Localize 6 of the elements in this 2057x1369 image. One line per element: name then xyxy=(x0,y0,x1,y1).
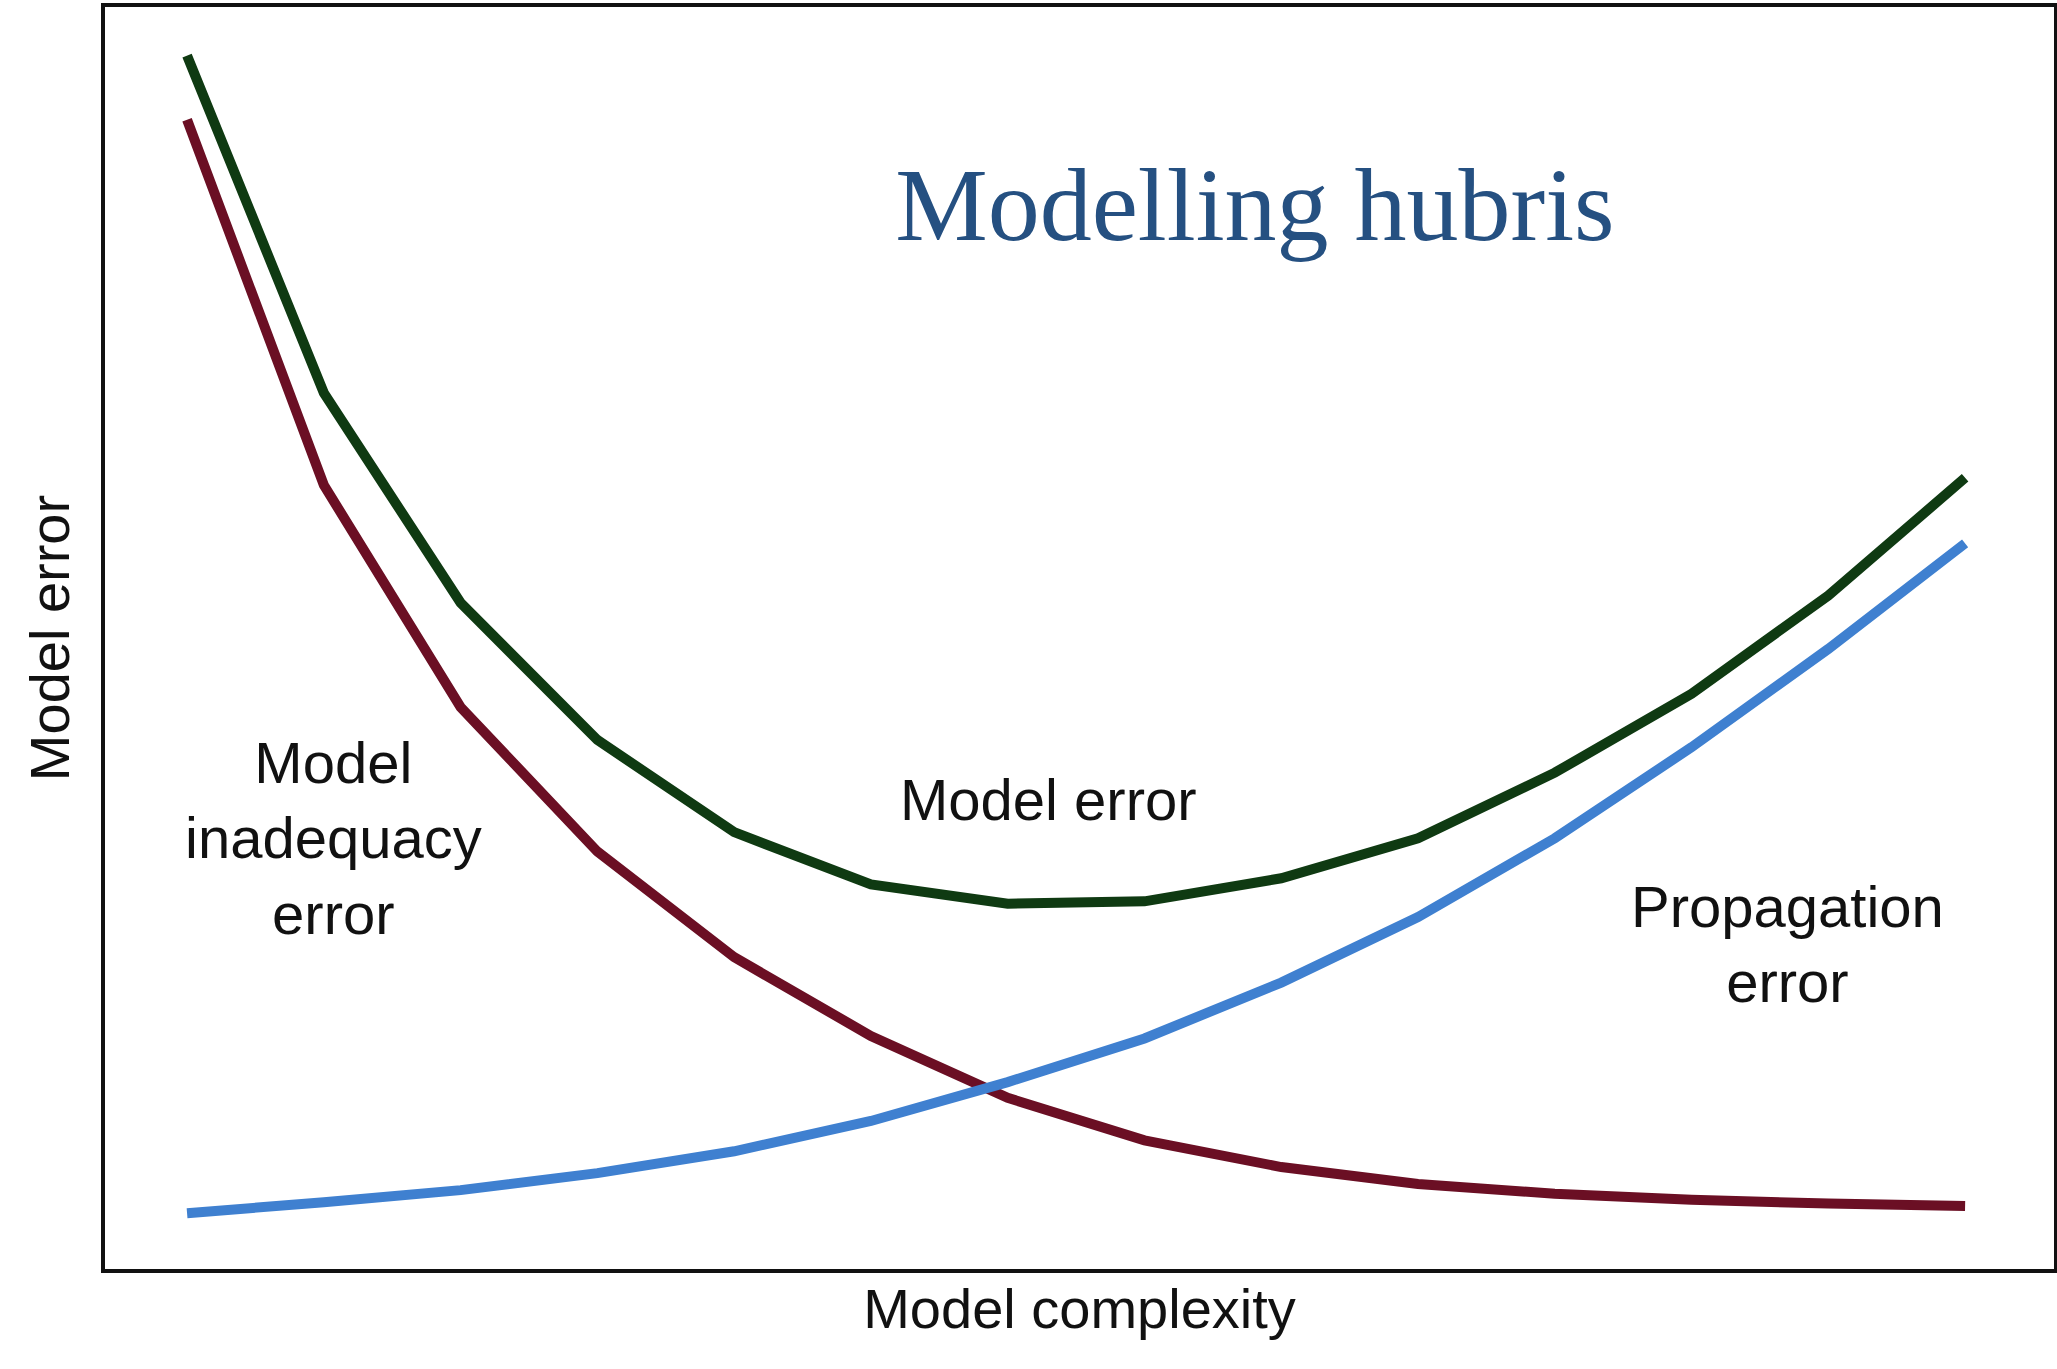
series-label: Model inadequacy error xyxy=(185,730,482,946)
y-axis-title: Model error xyxy=(18,494,82,782)
x-axis-title: Model complexity xyxy=(863,1277,1296,1341)
text: Modelling hubris xyxy=(895,147,1615,263)
series-label: Propagation error xyxy=(1631,874,1944,1015)
series-label: Model error xyxy=(900,767,1197,832)
